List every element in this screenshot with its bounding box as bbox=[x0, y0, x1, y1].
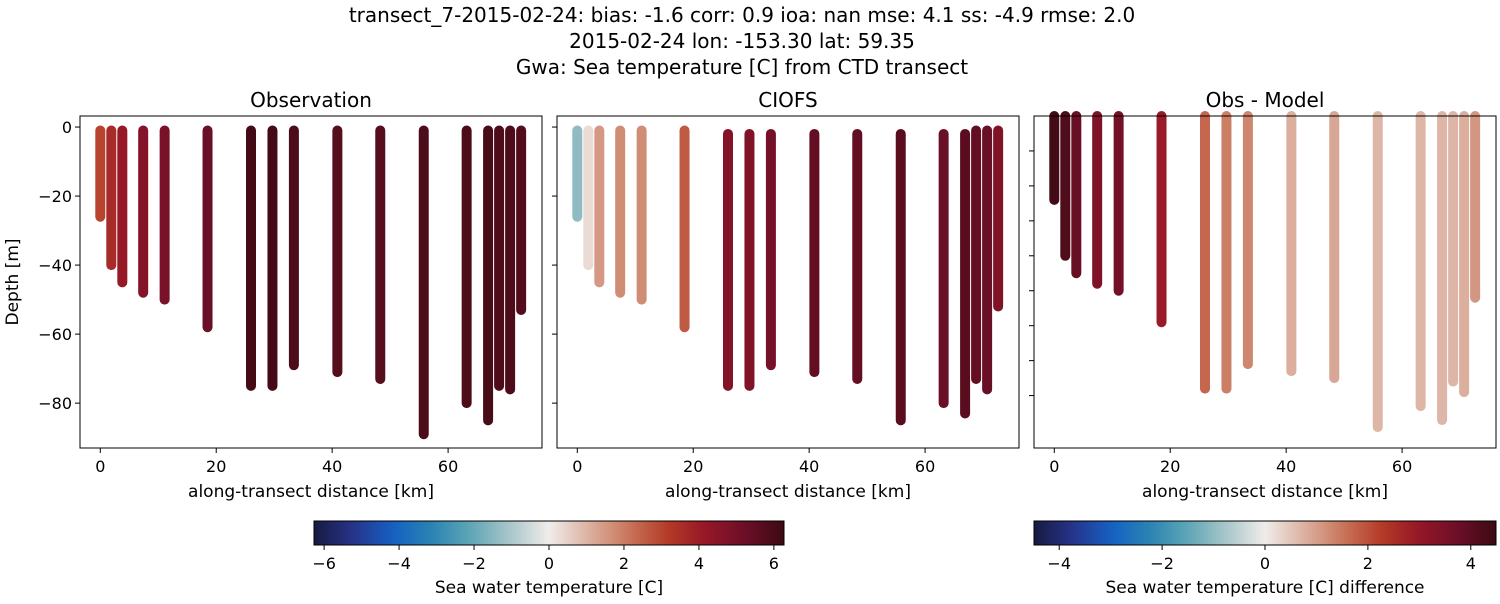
colorbar-tick-label: −4 bbox=[387, 554, 411, 573]
y-tick-label: −80 bbox=[38, 394, 72, 413]
x-tick-label: 20 bbox=[1160, 457, 1180, 476]
colorbars: −6 −4 −2 0 2 4 6 Sea water temperature [C] −4 −2 0… bbox=[312, 520, 1497, 598]
x-tick-label: 60 bbox=[1392, 457, 1412, 476]
colorbar-tick-label: 6 bbox=[769, 554, 779, 573]
colorbar-label: Sea water temperature [C] bbox=[435, 578, 663, 598]
colorbar-tick-label: 2 bbox=[619, 554, 629, 573]
x-tick-label: 40 bbox=[322, 457, 342, 476]
y-axis-label: Depth [m] bbox=[3, 238, 23, 325]
panels: Observation 0 20 40 60 0 −20 −40 −60 −80 along-tra… bbox=[3, 88, 1497, 502]
y-tick-label: −40 bbox=[38, 256, 72, 275]
x-tick-label: 20 bbox=[683, 457, 703, 476]
colorbar-tick-label: −2 bbox=[462, 554, 486, 573]
x-tick-label: 0 bbox=[1049, 457, 1059, 476]
x-tick-label: 0 bbox=[95, 457, 105, 476]
axes-frame bbox=[556, 115, 1020, 449]
panel-0: Observation 0 20 40 60 0 −20 −40 −60 −80 along-tra… bbox=[3, 88, 543, 502]
x-tick-label: 0 bbox=[572, 457, 582, 476]
axes-frame bbox=[1033, 115, 1497, 449]
panel-title: Obs - Model bbox=[1206, 88, 1325, 112]
colorbar-tick-label: 0 bbox=[544, 554, 554, 573]
title-line-2: 2015-02-24 lon: -153.30 lat: 59.35 bbox=[569, 29, 915, 53]
x-tick-label: 40 bbox=[1276, 457, 1296, 476]
x-tick-label: 20 bbox=[206, 457, 226, 476]
title-line-3: Gwa: Sea temperature [C] from CTD transe… bbox=[516, 55, 968, 79]
y-tick-label: −20 bbox=[38, 187, 72, 206]
x-tick-label: 60 bbox=[915, 457, 935, 476]
colorbar-tick-label: 0 bbox=[1260, 554, 1270, 573]
title-line-1: transect_7-2015-02-24: bias: -1.6 corr: … bbox=[349, 3, 1135, 27]
colorbar-tick-label: −6 bbox=[312, 554, 336, 573]
panel-title: Observation bbox=[250, 88, 372, 112]
axes-frame bbox=[79, 115, 543, 449]
y-tick-label: −60 bbox=[38, 325, 72, 344]
colorbar-1: −4 −2 0 2 4 Sea water temperature [C] differe… bbox=[1033, 520, 1497, 598]
colorbar-tick-label: −4 bbox=[1047, 554, 1071, 573]
colorbar-label: Sea water temperature [C] difference bbox=[1105, 578, 1424, 598]
x-tick-label: 40 bbox=[799, 457, 819, 476]
x-axis-label: along-transect distance [km] bbox=[1142, 482, 1388, 502]
panel-title: CIOFS bbox=[758, 88, 817, 112]
colorbar-tick-label: 2 bbox=[1363, 554, 1373, 573]
y-tick-label: 0 bbox=[62, 118, 72, 137]
colorbar-tick-label: −2 bbox=[1150, 554, 1174, 573]
colorbar-0: −6 −4 −2 0 2 4 6 Sea water temperature [C] bbox=[312, 520, 785, 598]
x-axis-label: along-transect distance [km] bbox=[188, 482, 434, 502]
x-axis-label: along-transect distance [km] bbox=[665, 482, 911, 502]
colorbar-tick-label: 4 bbox=[694, 554, 704, 573]
x-tick-label: 60 bbox=[438, 457, 458, 476]
colorbar-tick-label: 4 bbox=[1466, 554, 1476, 573]
colorbar-gradient bbox=[1033, 520, 1497, 546]
colorbar-gradient bbox=[313, 520, 785, 546]
